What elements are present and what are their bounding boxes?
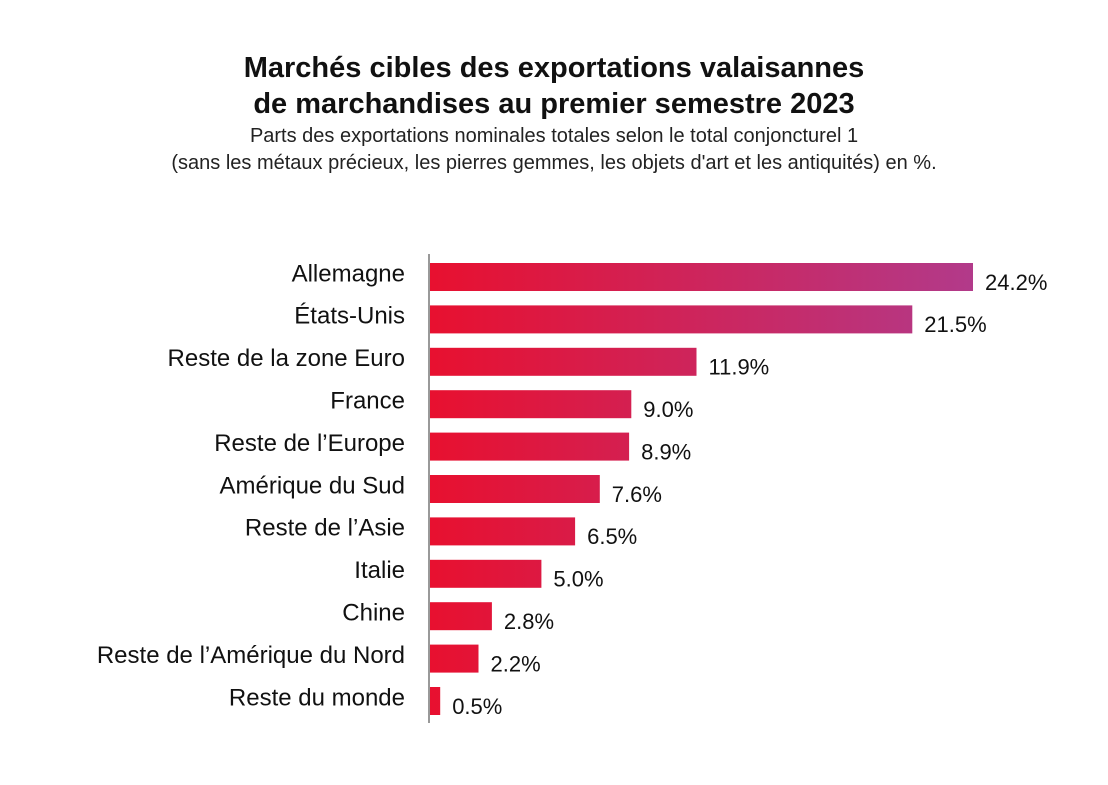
chart-header: Marchés cibles des exportations valaisan… bbox=[0, 50, 1108, 177]
category-label-4: Reste de l’Europe bbox=[214, 430, 405, 457]
category-label-7: Italie bbox=[354, 557, 405, 584]
value-label-9: 2.2% bbox=[491, 651, 541, 676]
chart-subtitle-line-1: Parts des exportations nominales totales… bbox=[249, 125, 859, 147]
value-label-0: 24.2% bbox=[985, 270, 1047, 295]
value-label-8: 2.8% bbox=[504, 609, 554, 634]
category-label-6: Reste de l’Asie bbox=[245, 515, 405, 542]
value-label-10: 0.5% bbox=[452, 694, 502, 719]
chart-title-line-1: Marchés cibles des exportations valaisan… bbox=[243, 52, 865, 84]
bar-3 bbox=[429, 390, 632, 419]
category-label-10: Reste du monde bbox=[229, 684, 405, 711]
bar-9 bbox=[429, 644, 479, 673]
bar-10 bbox=[429, 687, 441, 715]
value-label-6: 6.5% bbox=[587, 524, 637, 549]
bar-2 bbox=[429, 347, 697, 376]
category-label-3: France bbox=[330, 388, 405, 415]
category-label-1: États-Unis bbox=[294, 303, 405, 330]
chart-subtitle-line-2: (sans les métaux précieux, les pierres g… bbox=[171, 152, 937, 174]
value-label-7: 5.0% bbox=[553, 567, 603, 592]
bar-7 bbox=[429, 559, 542, 588]
value-label-4: 8.9% bbox=[641, 439, 691, 464]
bars-layer bbox=[429, 263, 973, 715]
bar-4 bbox=[429, 432, 630, 461]
category-label-2: Reste de la zone Euro bbox=[168, 345, 405, 372]
category-label-9: Reste de l’Amérique du Nord bbox=[97, 642, 405, 669]
labels-layer: Allemagne 24.2% États-Unis 21.5% Reste de la… bbox=[97, 260, 1048, 718]
bar-1 bbox=[429, 305, 913, 334]
category-label-0: Allemagne bbox=[292, 260, 405, 287]
bar-5 bbox=[429, 475, 600, 503]
value-label-1: 21.5% bbox=[924, 312, 986, 337]
bar-6 bbox=[429, 517, 576, 546]
value-label-5: 7.6% bbox=[612, 482, 662, 507]
bar-8 bbox=[429, 602, 492, 631]
category-label-5: Amérique du Sud bbox=[220, 472, 405, 499]
chart-title-line-2: de marchandises au premier semestre 2023 bbox=[253, 88, 855, 120]
category-label-8: Chine bbox=[342, 600, 405, 627]
value-label-3: 9.0% bbox=[643, 397, 693, 422]
bar-chart: Allemagne 24.2% États-Unis 21.5% Reste de la… bbox=[97, 254, 1048, 723]
bar-0 bbox=[429, 263, 973, 291]
value-label-2: 11.9% bbox=[709, 355, 770, 380]
